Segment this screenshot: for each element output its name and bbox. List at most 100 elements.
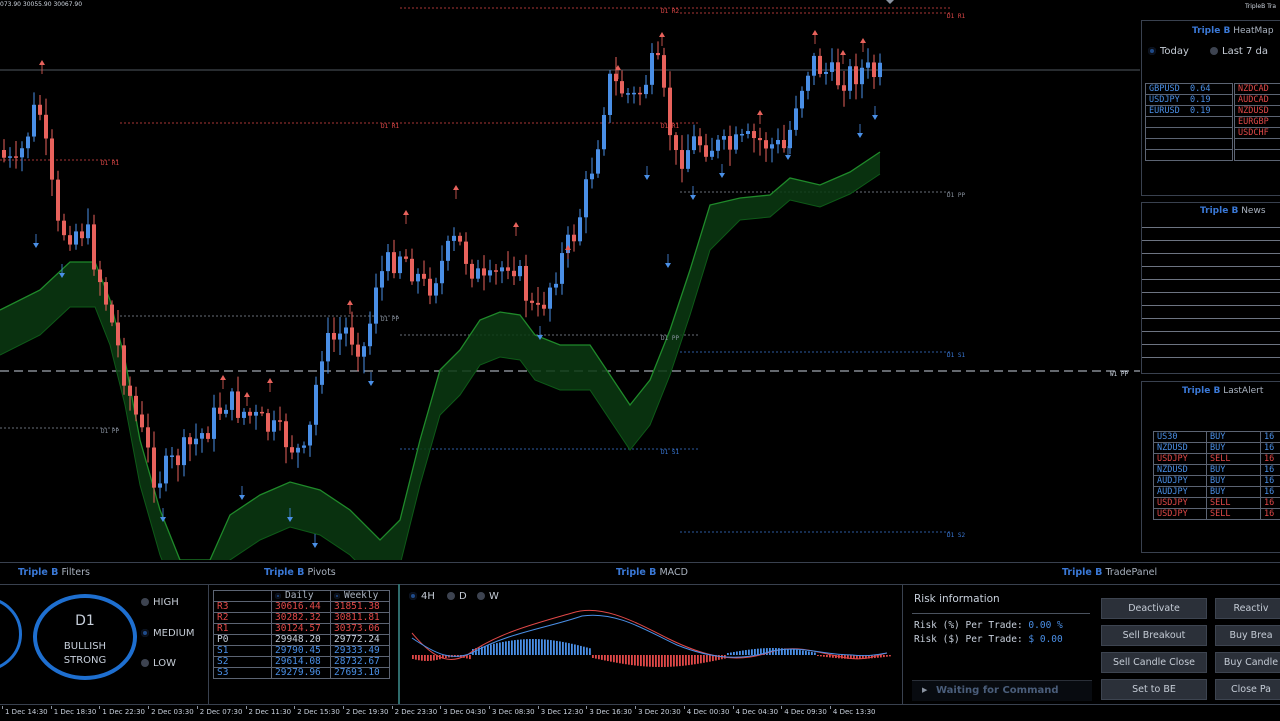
candle <box>524 266 528 301</box>
macd-histogram-bar <box>589 648 591 655</box>
candle <box>560 253 564 284</box>
macd-tf-4h[interactable]: 4H <box>409 591 435 602</box>
candle <box>176 455 180 465</box>
set-to-be-button[interactable]: Set to BE <box>1101 679 1207 700</box>
candle <box>80 231 84 238</box>
candle <box>356 345 360 357</box>
macd-histogram-bar <box>535 639 537 655</box>
news-row[interactable] <box>1142 305 1280 306</box>
candle <box>236 391 240 417</box>
play-icon: ▶ <box>922 686 927 694</box>
radio-icon <box>1148 47 1156 55</box>
time-axis-label: 3 Dec 08:30 <box>492 708 535 716</box>
heatmap-cell: AUDCAD <box>1235 95 1280 106</box>
candle <box>374 288 378 324</box>
candle <box>422 274 426 279</box>
heatmap-cell: USDJPY 0.19 <box>1146 95 1233 106</box>
panel-title: News <box>1241 206 1265 216</box>
news-row[interactable] <box>1142 266 1280 267</box>
macd-histogram-bar <box>418 655 420 660</box>
deactivate-button[interactable]: Deactivate <box>1101 598 1207 619</box>
time-axis-tick <box>246 706 247 709</box>
news-row[interactable] <box>1142 318 1280 319</box>
macd-histogram-bar <box>526 639 528 655</box>
buy-breakout-button[interactable]: Buy Brea <box>1215 625 1280 646</box>
news-row[interactable] <box>1142 240 1280 241</box>
sell-breakout-button[interactable]: Sell Breakout <box>1101 625 1207 646</box>
news-row[interactable] <box>1142 331 1280 332</box>
partial-gauge-ring <box>0 597 22 671</box>
filter-option-medium[interactable]: MEDIUM <box>141 628 195 639</box>
panel-brand: Triple B <box>616 567 656 578</box>
candle <box>704 145 708 157</box>
candle <box>800 91 804 109</box>
last-7-days-option[interactable]: Last 7 da <box>1210 46 1268 57</box>
time-axis-tick <box>392 706 393 709</box>
news-row[interactable] <box>1142 253 1280 254</box>
table-row: Daily Weekly <box>214 591 390 602</box>
macd-histogram-bar <box>490 644 492 655</box>
level-label: D1 PP <box>947 192 965 199</box>
buy-arrow-icon <box>690 195 696 200</box>
time-axis-label: 4 Dec 00:30 <box>687 708 730 716</box>
news-list[interactable] <box>1142 223 1280 369</box>
news-row[interactable] <box>1142 227 1280 228</box>
macd-histogram-bar <box>685 655 687 665</box>
time-axis-tick <box>99 706 100 709</box>
macd-tf-d[interactable]: D <box>447 591 467 602</box>
table-row: USDCHF <box>1235 128 1280 139</box>
price-chart[interactable]: 073.90 30055.90 30067.90 D1 R2 D1 R1 D1 … <box>0 0 1140 560</box>
candle <box>740 134 744 136</box>
news-row[interactable] <box>1142 357 1280 358</box>
time-axis-tick <box>733 706 734 709</box>
macd-histogram-bar <box>598 655 600 659</box>
sell-candle-close-button[interactable]: Sell Candle Close <box>1101 652 1207 673</box>
reactivate-button[interactable]: Reactiv <box>1215 598 1280 619</box>
candle <box>746 131 750 134</box>
macd-histogram-bar <box>547 640 549 655</box>
macd-histogram-bar <box>574 644 576 655</box>
news-row[interactable] <box>1142 279 1280 280</box>
candle <box>470 264 474 279</box>
candle <box>500 267 504 271</box>
macd-histogram-bar <box>733 652 735 655</box>
candle <box>110 305 114 323</box>
timeframe-label: D1 <box>33 613 137 629</box>
level-label: D1 PP <box>661 335 679 342</box>
radio-icon <box>1210 47 1218 55</box>
candle <box>440 261 444 283</box>
macd-histogram-bar <box>649 655 651 667</box>
news-row[interactable] <box>1142 344 1280 345</box>
filter-option-low[interactable]: LOW <box>141 658 176 669</box>
close-partial-button[interactable]: Close Pa <box>1215 679 1280 700</box>
time-axis-tick <box>586 706 587 709</box>
time-axis-tick <box>294 706 295 709</box>
buy-candle-close-button[interactable]: Buy Candle <box>1215 652 1280 673</box>
daily-column-header[interactable]: Daily <box>272 591 331 602</box>
candle <box>608 74 612 115</box>
weekly-column-header[interactable]: Weekly <box>331 591 390 602</box>
candle <box>578 217 582 241</box>
candle <box>212 408 216 439</box>
candle <box>26 137 30 149</box>
time-axis-label: 2 Dec 11:30 <box>249 708 292 716</box>
filter-option-high[interactable]: HIGH <box>141 597 179 608</box>
candle <box>56 180 60 221</box>
status-text: Waiting for Command <box>936 685 1059 696</box>
candle <box>812 56 816 76</box>
time-axis-label: 1 Dec 14:30 <box>5 708 48 716</box>
macd-histogram-bar <box>814 652 816 655</box>
buy-arrow-icon <box>33 243 39 248</box>
today-option[interactable]: Today <box>1148 46 1189 57</box>
time-axis-tick <box>440 706 441 709</box>
macd-tf-w[interactable]: W <box>477 591 499 602</box>
news-row[interactable] <box>1142 292 1280 293</box>
